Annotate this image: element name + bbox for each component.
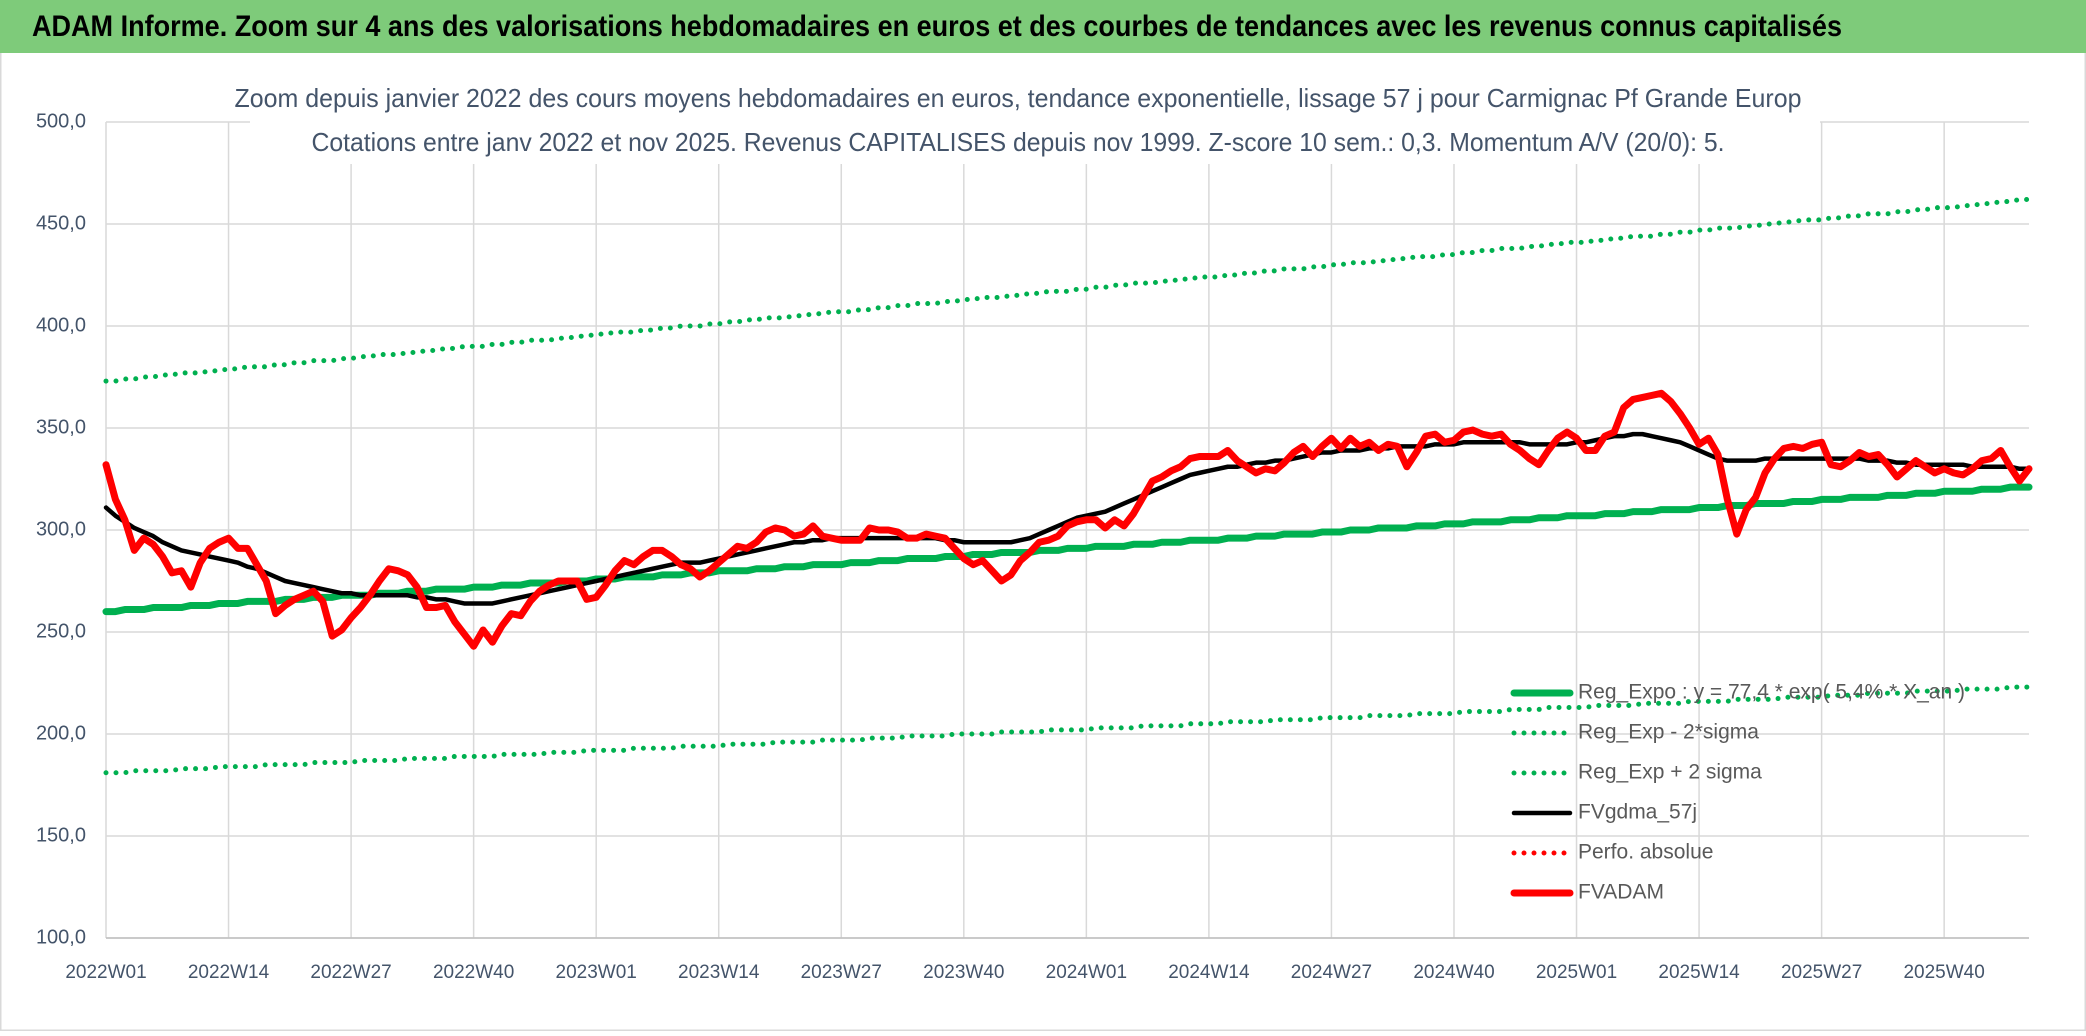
x-tick-label: 2024W27 xyxy=(1291,962,1372,983)
x-tick-label: 2024W14 xyxy=(1168,962,1250,983)
series-line xyxy=(102,483,2033,616)
chart-title: Zoom depuis janvier 2022 des cours moyen… xyxy=(235,83,1802,113)
y-tick-label: 450,0 xyxy=(36,212,86,234)
series-line xyxy=(102,389,2033,650)
x-tick-label: 2022W40 xyxy=(433,962,514,983)
y-tick-label: 300,0 xyxy=(36,518,86,540)
x-tick-label: 2025W14 xyxy=(1658,962,1740,983)
y-tick-label: 150,0 xyxy=(36,824,86,846)
x-tick-label: 2022W27 xyxy=(310,962,391,983)
x-tick-label: 2023W27 xyxy=(801,962,882,983)
plot-area: 100,0 150,0 200,0 250,0 300,0 350,0 400,0 450,0… xyxy=(36,110,2033,983)
x-tick-label: 2025W40 xyxy=(1903,962,1984,983)
x-tick-label: 2024W40 xyxy=(1413,962,1494,983)
x-tick-label: 2022W01 xyxy=(65,962,146,983)
legend-label: FVgdma_57j xyxy=(1578,801,1697,824)
x-tick-label: 2023W01 xyxy=(556,962,637,983)
banner-title: ADAM Informe. Zoom sur 4 ans des valoris… xyxy=(32,10,1842,43)
legend: Reg_Expo : y = 77,4 * exp( 5,4% * X_an )… xyxy=(1510,681,1965,904)
legend-label: Reg_Exp - 2*sigma xyxy=(1578,721,1759,744)
x-tick-label: 2025W01 xyxy=(1536,962,1617,983)
y-tick-label: 400,0 xyxy=(36,314,86,336)
x-tick-label: 2023W14 xyxy=(678,962,760,983)
legend-label: Reg_Exp + 2 sigma xyxy=(1578,761,1762,784)
legend-label: FVADAM xyxy=(1578,881,1664,904)
legend-label: Perfo. absolue xyxy=(1578,841,1713,864)
banner xyxy=(0,0,2086,53)
x-tick-label: 2022W14 xyxy=(188,962,270,983)
y-tick-label: 100,0 xyxy=(36,926,86,948)
y-tick-label: 350,0 xyxy=(36,416,86,438)
legend-label: Reg_Expo : y = 77,4 * exp( 5,4% * X_an ) xyxy=(1578,681,1965,704)
y-tick-label: 200,0 xyxy=(36,722,86,744)
chart-subtitle: Cotations entre janv 2022 et nov 2025. R… xyxy=(312,127,1725,157)
series-line xyxy=(103,197,2032,384)
y-tick-label: 500,0 xyxy=(36,110,86,132)
series-line xyxy=(103,684,2032,776)
y-tick-label: 250,0 xyxy=(36,620,86,642)
x-tick-label: 2025W27 xyxy=(1781,962,1862,983)
x-tick-label: 2024W01 xyxy=(1046,962,1127,983)
title-background xyxy=(250,80,1820,164)
series-line xyxy=(103,431,2032,606)
x-tick-label: 2023W40 xyxy=(923,962,1004,983)
